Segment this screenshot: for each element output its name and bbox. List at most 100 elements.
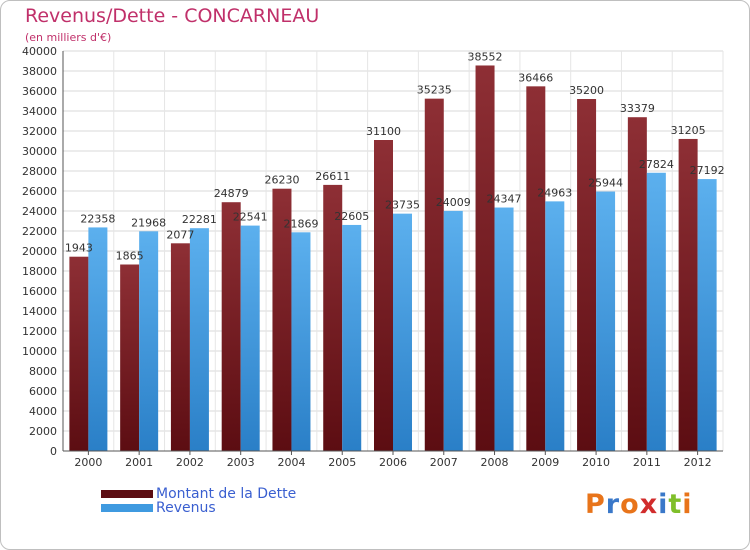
bar-debt: [69, 256, 89, 451]
y-tick-label: 24000: [22, 205, 57, 218]
bar-debt: [221, 202, 241, 451]
data-label-revenue: 27192: [690, 164, 725, 177]
x-tick-label: 2000: [74, 456, 102, 469]
data-label-revenue: 24347: [487, 193, 522, 206]
bar-debt: [424, 98, 444, 452]
x-tick-label: 2004: [277, 456, 305, 469]
bar-debt: [374, 140, 393, 451]
data-label-revenue: 22358: [80, 212, 115, 225]
bar-revenue: [646, 172, 666, 451]
logo-letter: t: [668, 489, 683, 520]
bar-revenue: [494, 207, 514, 451]
proxiti-logo: Proxiti: [585, 489, 693, 520]
legend-label-revenue: Revenus: [156, 500, 216, 516]
bar-debt: [323, 184, 343, 451]
y-tick-label: 40000: [22, 45, 57, 58]
bar-debt: [627, 117, 647, 452]
bar-revenue: [189, 228, 209, 451]
y-tick-label: 36000: [22, 85, 57, 98]
x-tick-label: 2003: [227, 456, 255, 469]
bar-revenue: [88, 227, 108, 451]
legend-swatch-debt: [101, 490, 153, 498]
x-tick-label: 2012: [684, 456, 712, 469]
data-label-debt: 24879: [214, 187, 249, 200]
bar-revenue: [393, 213, 412, 451]
y-tick-label: 26000: [22, 185, 57, 198]
data-label-debt: 1865: [116, 250, 144, 263]
x-tick-label: 2009: [531, 456, 559, 469]
y-tick-label: 12000: [22, 325, 57, 338]
data-label-revenue: 25944: [588, 177, 623, 190]
data-label-debt: 26230: [264, 174, 299, 187]
bar-revenue: [139, 231, 159, 451]
y-tick-label: 30000: [22, 145, 57, 158]
bar-debt: [577, 99, 597, 451]
bar-revenue: [697, 179, 717, 451]
x-tick-label: 2010: [582, 456, 610, 469]
bar-debt: [120, 264, 140, 451]
x-tick-label: 2011: [633, 456, 661, 469]
logo-letter: r: [605, 489, 621, 520]
bar-debt: [526, 86, 546, 451]
data-label-revenue: 22605: [334, 210, 369, 223]
y-tick-label: 32000: [22, 125, 57, 138]
data-label-debt: 38552: [468, 50, 503, 63]
y-tick-label: 6000: [29, 385, 57, 398]
y-tick-label: 34000: [22, 105, 57, 118]
bar-revenue: [342, 224, 362, 451]
x-tick-label: 2002: [176, 456, 204, 469]
x-tick-label: 2006: [379, 456, 407, 469]
data-label-revenue: 27824: [639, 158, 674, 171]
data-label-debt: 36466: [518, 71, 553, 84]
data-label-debt: 31205: [671, 124, 706, 137]
data-label-debt: 33379: [620, 102, 655, 115]
data-label-debt: 35200: [569, 84, 604, 97]
y-tick-label: 18000: [22, 265, 57, 278]
bar-revenue: [545, 201, 565, 451]
x-tick-label: 2007: [430, 456, 458, 469]
chart-subtitle: (en milliers d'€): [25, 31, 112, 44]
y-tick-label: 2000: [29, 425, 57, 438]
data-label-revenue: 21869: [283, 217, 318, 230]
bar-revenue: [596, 191, 616, 451]
legend-swatch-revenue: [101, 504, 153, 512]
y-tick-label: 20000: [22, 245, 57, 258]
bar-revenue: [291, 232, 311, 451]
y-tick-label: 8000: [29, 365, 57, 378]
axis-layer: 0 2000 4000 6000 8000 10000 12000 14000 16000 180…: [22, 45, 723, 469]
y-tick-label: 28000: [22, 165, 57, 178]
y-tick-label: 4000: [29, 405, 57, 418]
logo-letter: i: [682, 489, 693, 520]
bar-debt: [678, 138, 698, 451]
chart-title: Revenus/Dette - CONCARNEAU: [25, 5, 320, 27]
data-label-debt: 35235: [417, 84, 452, 97]
data-label-revenue: 22281: [182, 213, 217, 226]
data-label-debt: 31100: [366, 125, 401, 138]
bar-debt: [475, 65, 495, 451]
y-tick-label: 14000: [22, 305, 57, 318]
data-label-revenue: 23735: [385, 199, 420, 212]
y-tick-label: 22000: [22, 225, 57, 238]
bars-layer: [69, 65, 717, 452]
data-label-debt: 26611: [315, 170, 350, 183]
y-tick-label: 16000: [22, 285, 57, 298]
data-label-revenue: 22541: [233, 211, 268, 224]
y-tick-label: 10000: [22, 345, 57, 358]
data-label-debt: 2077: [166, 228, 194, 241]
x-tick-label: 2005: [328, 456, 356, 469]
data-label-debt: 1943: [65, 242, 93, 255]
legend-label-debt: Montant de la Dette: [156, 486, 297, 502]
logo-letter: i: [658, 489, 669, 520]
bar-revenue: [240, 225, 260, 451]
bar-debt: [272, 188, 292, 451]
bar-revenue: [443, 210, 463, 451]
data-label-revenue: 24009: [436, 196, 471, 209]
y-tick-label: 38000: [22, 65, 57, 78]
logo-letter: x: [639, 489, 659, 520]
logo-letter: o: [620, 489, 640, 520]
x-tick-label: 2001: [125, 456, 153, 469]
logo-letter: P: [585, 489, 606, 520]
